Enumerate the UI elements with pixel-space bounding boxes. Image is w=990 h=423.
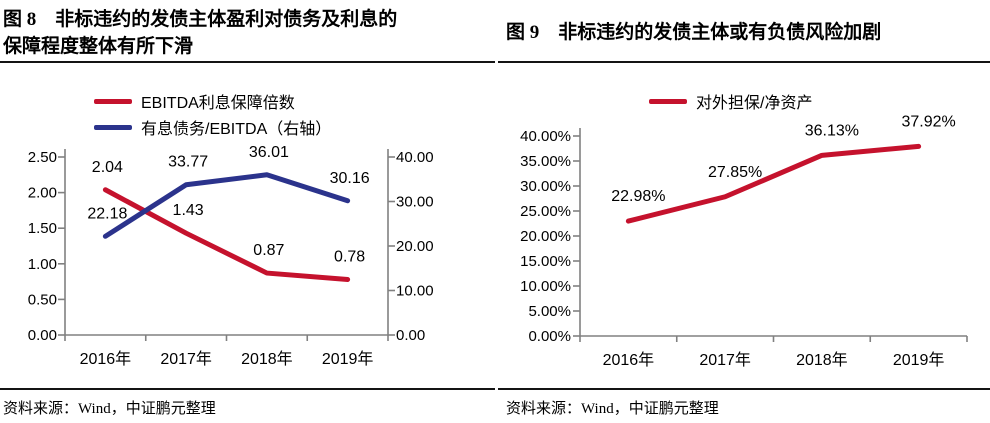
x-axis-label: 2018年 [241,350,293,368]
series-line [102,187,351,282]
figure-8-section: 图 8 非标违约的发债主体盈利对债务及利息的 保障程度整体有所下滑 2.50 2.… [0,0,495,418]
x-axis-label: 2017年 [699,351,751,369]
figure-8-source: 资料来源：Wind，中证鹏元整理 [0,388,495,418]
figure-9-section: 图 9 非标违约的发债主体或有负债风险加剧 40.00% 35.00% 30.00%… [495,0,990,423]
y-axis-tick-label: 1.50 [28,220,57,237]
y-axis-tick-label: 25.00% [520,203,571,220]
data-point-label: 33.77 [168,154,208,171]
legend-label: EBITDA利息保障倍数 [141,95,295,112]
y-axis-tick-label: 0.50 [28,291,57,308]
legend-item: 对外担保/净资产 [649,88,812,114]
y-axis-tick-label: 15.00% [520,253,571,270]
x-axis-label: 2019年 [322,350,374,368]
legend-item: EBITDA利息保障倍数 [94,88,331,114]
y-axis-tick-label: 2.00 [28,185,57,202]
y-axis-tick-label: 10.00% [520,278,571,295]
secondary-y-axis-tick-label: 0.00 [396,327,425,344]
figure-9-chart: 40.00% 35.00% 30.00% 25.00% 20.00% 15.00% 10.0… [495,63,990,375]
figure-9-chart-svg: 40.00% 35.00% 30.00% 25.00% 20.00% 15.00% 10.0… [520,113,968,369]
data-point-label: 37.92% [901,113,955,130]
y-axis-tick-label: 35.00% [520,153,571,170]
x-axis-label: 2016年 [603,351,655,369]
secondary-y-axis-tick-label: 30.00 [396,194,434,211]
data-point-label: 36.13% [805,122,859,139]
series-line [625,143,922,224]
x-axis-label: 2019年 [893,351,945,369]
y-axis-tick-label: 30.00% [520,178,571,195]
data-point-label: 22.98% [611,188,665,205]
data-point-label: 0.87 [253,242,284,259]
figure-8-chart: 2.50 2.00 1.50 1.00 0.50 0.00 40.00 30.00 20.00 1… [0,63,495,375]
secondary-y-axis-tick-label: 20.00 [396,238,434,255]
y-axis-tick-label: 0.00 [28,327,57,344]
figure-8-title-line1: 图 8 非标违约的发债主体盈利对债务及利息的 [3,9,398,30]
data-point-label: 1.43 [173,202,204,219]
figure-8-title: 图 8 非标违约的发债主体盈利对债务及利息的 保障程度整体有所下滑 [0,0,495,63]
x-axis-label: 2018年 [796,351,848,369]
data-point-label: 27.85% [708,164,762,181]
secondary-y-axis-tick-label: 40.00 [396,149,434,166]
legend-label: 对外担保/净资产 [696,95,813,112]
legend-line-swatch [94,98,132,104]
legend-label: 有息债务/EBITDA（右轴） [141,121,332,138]
data-point-label: 30.16 [330,170,370,187]
y-axis-tick-label: 0.00% [528,328,571,345]
secondary-y-axis-tick-label: 10.00 [396,283,434,300]
legend-line-swatch [649,98,687,104]
x-axis-label: 2016年 [80,350,132,368]
x-axis-label: 2017年 [160,350,212,368]
y-axis-tick-label: 40.00% [520,128,571,145]
y-axis-tick-label: 5.00% [528,303,571,320]
y-axis-tick-label: 2.50 [28,149,57,166]
data-point-label: 2.04 [92,159,123,176]
legend-line-swatch [94,124,132,130]
figure-9-source: 资料来源：Wind，中证鹏元整理 [498,388,990,418]
series-line [102,172,351,239]
data-point-label: 36.01 [249,144,289,161]
legend-item: 有息债务/EBITDA（右轴） [94,114,331,140]
figure-9-source-text: 资料来源：Wind，中证鹏元整理 [506,401,719,417]
data-point-label: 22.18 [87,205,127,222]
figure-8-legend: EBITDA利息保障倍数有息债务/EBITDA（右轴） [94,88,331,140]
figure-9-legend: 对外担保/净资产 [649,88,812,114]
figure-9-title-line1: 图 9 非标违约的发债主体或有负债风险加剧 [506,22,882,43]
figure-8-title-line2: 保障程度整体有所下滑 [3,36,194,57]
figure-8-source-text: 资料来源：Wind，中证鹏元整理 [3,401,216,417]
y-axis-tick-label: 1.00 [28,256,57,273]
data-point-label: 0.78 [334,248,365,265]
y-axis-tick-label: 20.00% [520,228,571,245]
figure-8-chart-svg: 2.50 2.00 1.50 1.00 0.50 0.00 40.00 30.00 20.00 1… [28,144,434,368]
figure-9-title: 图 9 非标违约的发债主体或有负债风险加剧 [498,0,990,63]
